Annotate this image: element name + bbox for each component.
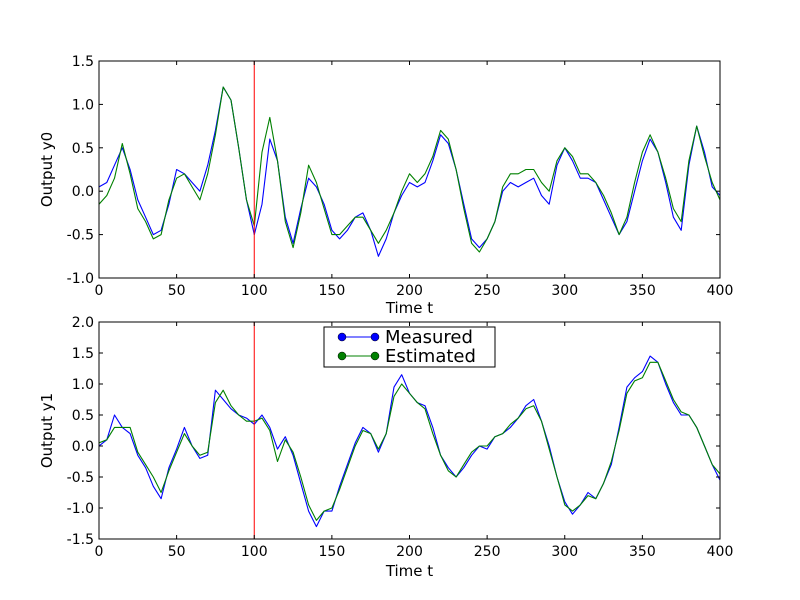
y-tick-label: 0.0 — [72, 439, 94, 455]
axes-output-y1: 0 50 100 150 200 250 300 350 400 -1.5 -1.0 -0.5 0.0… — [38, 315, 733, 580]
y-tick-label: 1.5 — [72, 54, 94, 70]
legend-marker-estimated — [337, 351, 347, 361]
x-tick-label: 400 — [707, 283, 734, 299]
x-tick-label: 50 — [168, 544, 186, 560]
y-tick-label: 1.0 — [72, 377, 94, 393]
plot-area — [99, 61, 720, 278]
legend-marker-measured — [370, 332, 380, 342]
series-line-estimated — [99, 86, 720, 253]
x-tick-label: 100 — [241, 544, 268, 560]
series-layer — [99, 86, 720, 257]
x-tick-label: 150 — [319, 283, 346, 299]
y-tick-label: 2.0 — [72, 315, 94, 331]
x-tick-label: 200 — [396, 544, 423, 560]
x-axis-label: Time t — [385, 299, 433, 317]
x-tick-label: 100 — [241, 283, 268, 299]
x-tick-label: 50 — [168, 283, 186, 299]
x-tick-label: 200 — [396, 283, 423, 299]
y-tick-label: 0.0 — [72, 184, 94, 200]
x-tick-label: 250 — [474, 283, 501, 299]
legend-label-estimated: Estimated — [385, 346, 476, 367]
y-tick-label: 1.0 — [72, 97, 94, 113]
series-line-estimated — [99, 361, 720, 521]
y-tick-label: -0.5 — [67, 228, 94, 244]
y-tick-label: -1.0 — [67, 271, 94, 287]
axes-output-y0: 0 50 100 150 200 250 300 350 400 -1.0 -0.5 0.0 0.5 1… — [38, 54, 733, 317]
legend-entry-estimated: Estimated — [337, 346, 476, 367]
y-ticks: -1.0 -0.5 0.0 0.5 1.0 1.5 — [67, 54, 720, 287]
x-tick-label: 400 — [707, 544, 734, 560]
legend-entry-measured: Measured — [337, 327, 473, 348]
x-ticks: 0 50 100 150 200 250 300 350 400 — [95, 61, 734, 299]
legend-marker-estimated — [370, 351, 380, 361]
x-tick-label: 350 — [629, 544, 656, 560]
x-tick-label: 0 — [95, 283, 104, 299]
y-tick-label: -0.5 — [67, 470, 94, 486]
y-axis-label: Output y0 — [38, 132, 56, 207]
x-ticks: 0 50 100 150 200 250 300 350 400 — [95, 322, 734, 560]
y-tick-label: 0.5 — [72, 408, 94, 424]
x-tick-label: 300 — [551, 544, 578, 560]
y-tick-label: -1.0 — [67, 501, 94, 517]
legend-marker-measured — [337, 332, 347, 342]
x-tick-label: 300 — [551, 283, 578, 299]
y-tick-label: 0.5 — [72, 141, 94, 157]
legend: Measured Estimated — [323, 326, 496, 368]
x-axis-label: Time t — [385, 562, 433, 580]
x-tick-label: 0 — [95, 544, 104, 560]
series-layer — [99, 355, 720, 528]
x-tick-label: 350 — [629, 283, 656, 299]
y-tick-label: 1.5 — [72, 346, 94, 362]
x-tick-label: 250 — [474, 544, 501, 560]
y-axis-label: Output y1 — [38, 393, 56, 468]
legend-box — [323, 326, 496, 368]
legend-label-measured: Measured — [385, 327, 473, 348]
x-tick-label: 150 — [319, 544, 346, 560]
y-ticks: -1.5 -1.0 -0.5 0.0 0.5 1.0 1.5 2.0 — [67, 315, 720, 548]
y-tick-label: -1.5 — [67, 532, 94, 548]
